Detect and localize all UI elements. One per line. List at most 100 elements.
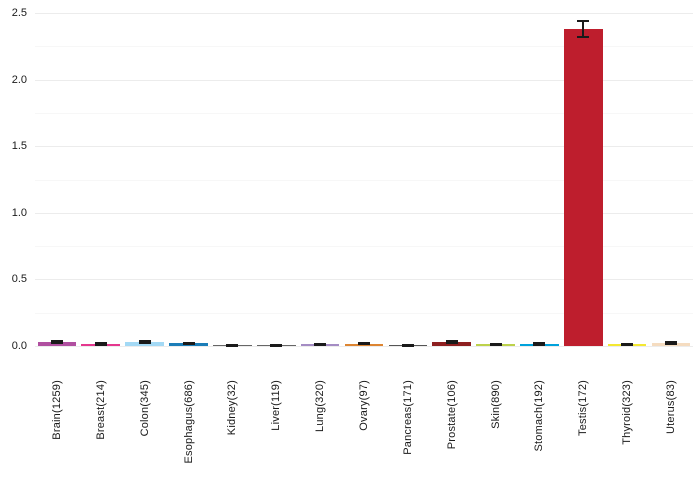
x-axis: Brain(1259) Breast(214) Colon(345) Esophagu… [35,380,693,464]
y-tick-label: 0.0 [11,340,27,352]
error-bar-line [450,340,453,344]
major-gridline [35,13,693,14]
x-tick-label: Esophagus(686) [182,380,195,464]
x-slot: Ovary(97) [342,380,386,464]
x-slot: Prostate(106) [430,380,474,464]
bar-slot [210,13,254,347]
bar-slot [298,13,342,347]
error-bar-cap [357,341,370,344]
y-tick-label: 0.5 [11,273,27,286]
x-tick-label: Breast(214) [94,380,107,440]
error-bar-cap [533,342,546,345]
error-bar-cap [445,342,458,345]
x-slot: Pancreas(171) [386,380,430,464]
x-tick-label: Skin(890) [489,380,502,429]
minor-gridline [35,312,693,314]
y-tick-label: 2.0 [11,73,27,86]
x-tick-label: Ovary(97) [357,380,370,431]
error-bar-cap [314,342,327,345]
bar-slot [79,13,123,346]
error-bar-cap [577,35,590,38]
x-slot: Kidney(32) [210,380,254,464]
x-tick-label: Prostate(106) [445,380,458,450]
x-slot: Testis(172) [561,380,605,464]
minor-gridline [35,46,693,48]
bars-layer [35,13,693,347]
bar-slot [386,13,430,347]
bar-slot [167,13,211,346]
x-slot: Thyroid(323) [605,380,649,464]
plot-area [35,13,693,347]
y-tick-label: 2.5 [11,7,27,19]
major-gridline [35,279,693,281]
x-slot: Esophagus(686) [167,380,211,464]
error-bar-cap [489,344,502,347]
bar-slot [474,13,518,347]
bar-slot [430,13,474,346]
error-bar-cap [533,343,546,346]
bar-slot [123,13,167,346]
x-slot: Skin(890) [474,380,518,464]
bar-slot [561,13,605,346]
error-bar-cap [489,342,502,345]
minor-gridline [35,246,693,248]
error-bar-line [143,340,146,344]
error-bar-cap [664,343,677,346]
bar-slot [605,13,649,347]
error-bar-cap [182,341,195,344]
x-slot: Brain(1259) [35,380,79,464]
major-gridline [35,79,693,81]
error-bar-cap [621,342,634,345]
bar-slot [517,13,561,346]
x-tick-label: Uterus(83) [664,380,677,434]
x-tick-label: Stomach(192) [533,380,546,452]
bar-slot [342,13,386,346]
x-tick-label: Colon(345) [138,380,151,437]
x-tick-label: Liver(119) [270,380,283,431]
error-bar-cap [577,19,590,22]
error-bar-cap [226,343,239,346]
error-bar-cap [94,343,107,346]
x-slot: Uterus(83) [649,380,693,464]
x-tick-label: Testis(172) [577,380,590,436]
major-gridline [35,212,693,214]
y-tick-label: 1.5 [11,140,27,153]
x-slot: Stomach(192) [517,380,561,464]
y-axis: 0.0 0.5 1.0 1.5 2.0 2.5 [0,0,27,480]
error-bar-cap [401,344,414,347]
error-bar-cap [401,343,414,346]
error-bar-cap [94,342,107,345]
major-gridline [35,346,693,347]
error-bar-cap [50,339,63,342]
error-bar-cap [226,344,239,347]
x-slot: Liver(119) [254,380,298,464]
x-tick-label: Thyroid(323) [621,380,634,445]
error-bar-cap [357,343,370,346]
error-bar-cap [664,341,677,344]
minor-gridline [35,179,693,181]
bar-slot [35,13,79,346]
error-bar-cap [138,339,151,342]
bar-slot [649,13,693,346]
error-bar-cap [314,344,327,347]
bar-testis [563,28,603,346]
error-bar-line [582,20,585,37]
bar-slot [254,13,298,347]
error-bar-cap [138,342,151,345]
error-bar-line [55,340,58,344]
minor-gridline [35,112,693,114]
x-tick-label: Lung(320) [314,380,327,432]
x-tick-label: Brain(1259) [50,380,63,440]
error-bar-cap [445,339,458,342]
error-bar-cap [270,343,283,346]
major-gridline [35,146,693,148]
error-bar-cap [621,344,634,347]
x-slot: Colon(345) [123,380,167,464]
error-bar-cap [270,344,283,347]
x-tick-label: Kidney(32) [226,380,239,436]
x-slot: Breast(214) [79,380,123,464]
error-bar-cap [182,343,195,346]
error-bar-cap [50,342,63,345]
x-slot: Lung(320) [298,380,342,464]
